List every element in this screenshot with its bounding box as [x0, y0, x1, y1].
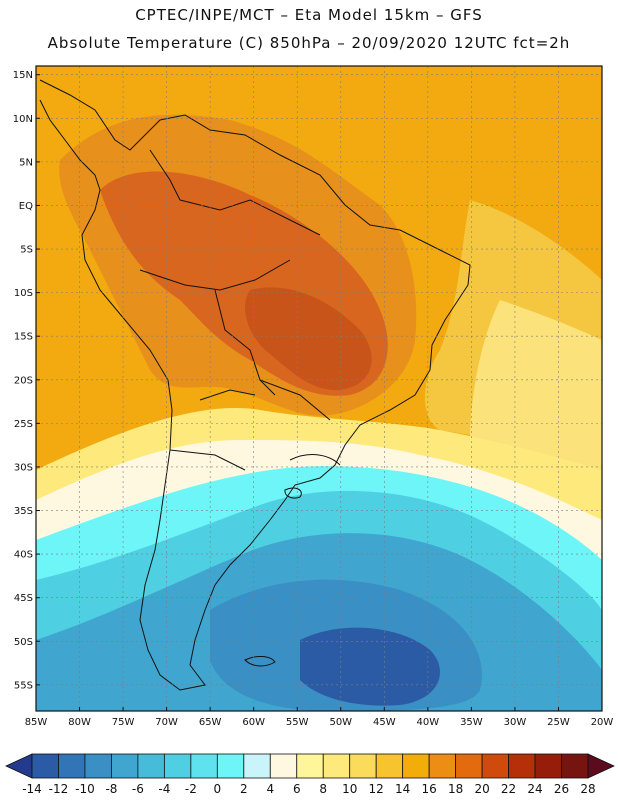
colorbar-swatch [428, 753, 457, 779]
lat-tick-label: 55S [14, 680, 33, 691]
colorbar-level-label: 18 [448, 782, 463, 796]
colorbar-level-label: -14 [22, 782, 42, 796]
colorbar-level-label: 6 [293, 782, 301, 796]
colorbar-level-label: 24 [527, 782, 542, 796]
map-title-variable: Absolute Temperature (C) 850hPa – 20/09/… [47, 34, 571, 52]
colorbar-labels: -14 -12 -10 -8 -6 -4 -2 0 2 4 6 8 10 12 14 16 18 20 22 24 26… [22, 782, 595, 796]
colorbar-level-label: -2 [185, 782, 197, 796]
colorbar-max-arrow [587, 753, 615, 779]
colorbar-swatch [58, 753, 86, 779]
colorbar-level-label: -8 [105, 782, 117, 796]
colorbar-swatch [322, 753, 351, 779]
colorbar-swatch [163, 753, 192, 779]
colorbar-level-label: 14 [395, 782, 410, 796]
lon-tick-label: 25W [547, 717, 570, 728]
lat-tick-label: 40S [14, 550, 33, 561]
colorbar-swatch [111, 753, 139, 779]
lat-tick-label: 15N [13, 70, 33, 81]
graticule [35, 66, 603, 711]
colorbar-swatch [534, 753, 562, 779]
lat-tick-label: 30S [14, 462, 33, 473]
colorbar-level-label: 12 [369, 782, 384, 796]
colorbar-level-label: 26 [554, 782, 569, 796]
colorbar: -14 -12 -10 -8 -6 -4 -2 0 2 4 6 8 10 12 14 16 18 20 22 24 26… [5, 753, 615, 796]
colorbar-min-arrow [5, 753, 33, 779]
colorbar-swatch [561, 753, 589, 779]
colorbar-level-label: 16 [422, 782, 437, 796]
lat-tick-label: 20S [14, 375, 33, 386]
temperature-map: 15N 10N 5N EQ 5S 10S 15S 20S 25S 30S 35S 40S 45S 50S 5… [13, 65, 614, 728]
colorbar-swatch [296, 753, 324, 779]
colorbar-swatch [190, 753, 218, 779]
coastline [39, 79, 471, 691]
lon-tick-label: 65W [199, 717, 222, 728]
colorbar-level-label: 10 [342, 782, 357, 796]
colorbar-swatch [137, 753, 165, 779]
axis-ticks: 15N 10N 5N EQ 5S 10S 15S 20S 25S 30S 35S 40S 45S 50S 5… [13, 70, 614, 728]
temperature-field [36, 66, 602, 711]
lat-tick-label: 35S [14, 506, 33, 517]
ocean-yellow-band [470, 300, 602, 470]
colorbar-level-label: -10 [75, 782, 95, 796]
lon-tick-label: 30W [504, 717, 527, 728]
lon-tick-label: 45W [373, 717, 396, 728]
lat-tick-label: 5N [19, 157, 33, 168]
colorbar-swatch [84, 753, 112, 779]
colorbar-swatch [243, 753, 271, 779]
colorbar-level-label: -6 [132, 782, 144, 796]
lat-tick-label: 15S [14, 332, 33, 343]
colorbar-swatch [31, 753, 59, 779]
hottest-core [245, 287, 372, 391]
lat-tick-label: 50S [14, 637, 33, 648]
lat-tick-label: 10N [13, 114, 33, 125]
lon-tick-label: 85W [25, 717, 48, 728]
colorbar-swatch [375, 753, 404, 779]
lat-tick-label: 45S [14, 593, 33, 604]
colorbar-level-label: 22 [501, 782, 516, 796]
colorbar-swatch [349, 753, 377, 779]
lat-tick-label: 25S [14, 419, 33, 430]
colorbar-level-label: 28 [580, 782, 595, 796]
lon-tick-label: 50W [329, 717, 352, 728]
coldest-zone [300, 627, 440, 706]
colorbar-swatch [402, 753, 430, 779]
map-frame [35, 65, 603, 712]
lon-tick-label: 35W [460, 717, 483, 728]
colorbar-level-label: 8 [319, 782, 327, 796]
lat-tick-label: 10S [14, 288, 33, 299]
lon-tick-label: 20W [591, 717, 614, 728]
lon-tick-label: 75W [112, 717, 135, 728]
colorbar-level-label: 0 [214, 782, 222, 796]
colorbar-boxes [5, 753, 615, 779]
colorbar-level-label: 20 [474, 782, 489, 796]
colorbar-swatch [481, 753, 509, 779]
lat-tick-label: 5S [20, 245, 33, 256]
lon-tick-label: 80W [68, 717, 91, 728]
map-title-source: CPTEC/INPE/MCT – Eta Model 15km – GFS [135, 6, 483, 24]
colorbar-level-label: -4 [158, 782, 170, 796]
lon-tick-label: 60W [242, 717, 265, 728]
lon-tick-label: 40W [417, 717, 440, 728]
colorbar-swatch [269, 753, 298, 779]
lon-tick-label: 55W [286, 717, 309, 728]
lon-tick-label: 70W [155, 717, 178, 728]
colorbar-level-label: 2 [240, 782, 248, 796]
colorbar-swatch [455, 753, 483, 779]
colorbar-swatch [508, 753, 536, 779]
colorbar-level-label: -12 [49, 782, 69, 796]
colorbar-swatch [216, 753, 245, 779]
lat-tick-label: EQ [19, 201, 33, 212]
colorbar-level-label: 4 [266, 782, 274, 796]
